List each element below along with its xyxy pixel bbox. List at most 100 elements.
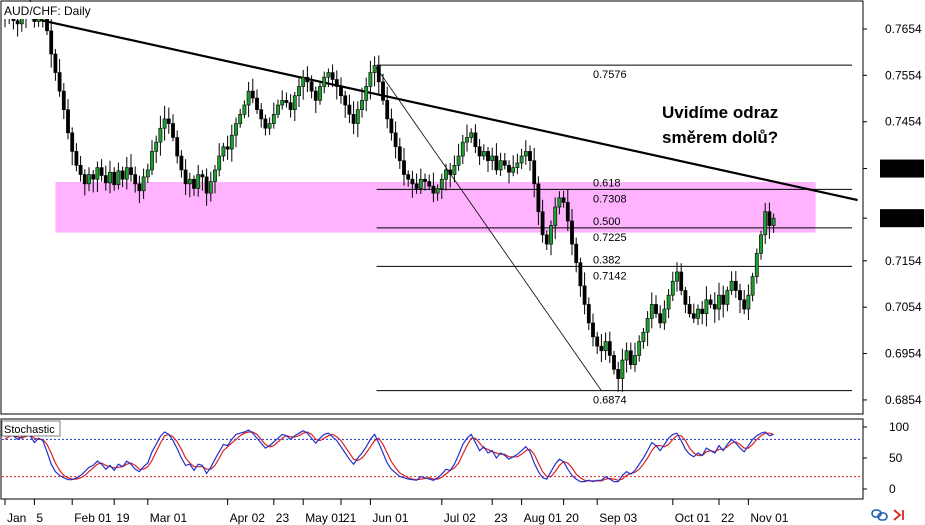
candle-body <box>507 165 511 173</box>
candle <box>670 271 675 302</box>
candle-body <box>746 294 751 310</box>
candle <box>297 78 301 107</box>
candle-body <box>259 109 264 120</box>
candle <box>318 81 322 105</box>
candle <box>666 288 671 319</box>
candle-body <box>234 123 238 136</box>
candle <box>574 237 579 273</box>
fib-price-0: 0.7576 <box>593 69 627 81</box>
candle <box>721 285 726 318</box>
candle <box>494 143 499 175</box>
candle <box>326 68 331 88</box>
candle-body <box>662 308 667 324</box>
candle <box>549 220 553 256</box>
y-tick-label-6: 0.7054 <box>885 300 922 314</box>
candle <box>225 135 230 160</box>
candle <box>687 296 692 318</box>
candle <box>628 342 633 370</box>
fib-ratio-1: 0.618 <box>593 177 621 189</box>
candle-body <box>217 155 222 171</box>
candle-body <box>196 174 201 189</box>
candle-body <box>229 134 234 150</box>
candle <box>691 303 696 324</box>
candle <box>267 117 272 135</box>
candle <box>364 77 369 112</box>
candle-body <box>423 178 427 182</box>
candle-body <box>343 95 348 106</box>
candle-body <box>486 151 490 161</box>
candle <box>360 87 364 118</box>
candle-body <box>456 155 461 166</box>
x-tick-label-4: Mar 01 <box>150 511 188 525</box>
candle <box>192 175 196 196</box>
candle <box>725 286 730 312</box>
candle <box>162 105 167 141</box>
candle <box>187 172 192 198</box>
candle-body <box>624 350 629 361</box>
candle <box>70 127 75 166</box>
candle-body <box>465 137 469 143</box>
candle-body <box>334 79 339 87</box>
candle <box>242 100 247 119</box>
candle <box>662 300 667 330</box>
fibonacci-retracement: 0.7576 0.7308 0.618 0.7225 0.500 0.7142 0.382 0… <box>374 64 852 407</box>
candle <box>385 86 390 129</box>
candle-body <box>255 97 259 110</box>
candle <box>217 143 222 177</box>
candle-body <box>326 72 331 78</box>
candle <box>150 140 154 175</box>
candle-body <box>460 141 465 157</box>
candle <box>515 153 520 175</box>
scroll-right-icon[interactable] <box>893 509 904 521</box>
candle <box>645 311 650 346</box>
candle-body <box>372 65 377 73</box>
annotation-line-1: Uvidíme odraz <box>662 103 778 122</box>
candle-body <box>418 178 423 189</box>
candle-body <box>519 155 524 164</box>
candle-body <box>280 100 285 106</box>
candle <box>221 142 226 162</box>
candle-body <box>750 276 755 296</box>
candle <box>708 294 713 309</box>
fib-price-4: 0.6874 <box>593 395 627 407</box>
candle-body <box>771 217 776 226</box>
candle-body <box>150 151 154 171</box>
x-tick-label-17: Nov 01 <box>750 511 788 525</box>
candle <box>536 176 541 226</box>
candle-body <box>49 30 54 55</box>
candle <box>129 154 133 182</box>
candle-body <box>376 65 381 83</box>
x-tick-label-7: May 01 <box>305 511 345 525</box>
y-tick-label-1: 0.7554 <box>885 68 922 82</box>
x-tick-label-5: Apr 02 <box>230 511 266 525</box>
candle-body <box>82 174 87 185</box>
candle-body <box>536 183 541 212</box>
candle-body <box>339 86 343 97</box>
candle <box>460 134 465 164</box>
candle-body <box>99 167 104 176</box>
candle-body <box>158 127 163 143</box>
candle-body <box>444 169 448 180</box>
link-icon[interactable] <box>871 509 888 521</box>
candle-body <box>116 170 121 186</box>
candle-body <box>213 169 217 182</box>
candle <box>633 342 637 372</box>
candle-body <box>515 162 520 168</box>
candle <box>183 159 188 196</box>
candle-body <box>183 169 188 185</box>
candle-body <box>439 178 444 189</box>
candle <box>61 83 66 119</box>
candle-body <box>557 197 562 208</box>
candle <box>729 271 734 295</box>
candle-body <box>87 174 91 185</box>
candle-body <box>511 167 516 173</box>
candle-body <box>95 167 100 180</box>
candle-body <box>717 294 721 310</box>
candle-body <box>586 304 591 324</box>
candle <box>423 173 427 191</box>
candle <box>234 117 238 148</box>
candle <box>683 286 688 314</box>
candle <box>87 167 91 192</box>
candle-body <box>754 253 759 277</box>
